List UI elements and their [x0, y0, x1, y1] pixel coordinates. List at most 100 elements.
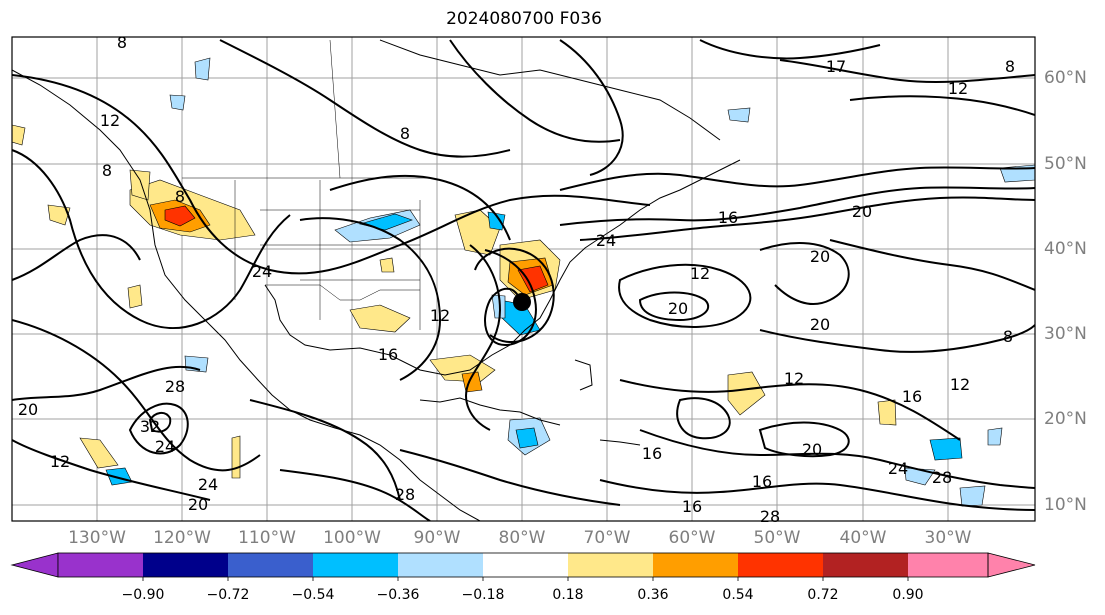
contour-label: 20 [810, 247, 830, 266]
lat-label: 30°N [1044, 324, 1087, 344]
contour-label: 12 [690, 264, 710, 283]
contour-label: 8 [175, 187, 185, 206]
lon-label: 60°W [668, 528, 716, 548]
contour-label: 16 [682, 497, 702, 516]
patch-se-us-red [517, 265, 549, 293]
colorbar-bin [398, 553, 483, 577]
lon-label: 130°W [68, 528, 126, 548]
contour-label: 20 [18, 400, 38, 419]
patch-bc [194, 57, 211, 81]
colorbar-tick-label: 0.18 [552, 587, 584, 603]
contour-label: 20 [810, 315, 830, 334]
colorbar-over [987, 552, 1036, 578]
contour-label: 12 [950, 375, 970, 394]
contours [12, 39, 1035, 521]
contour-label: 12 [430, 306, 450, 325]
contour-label: 28 [165, 377, 185, 396]
contour-label: 20 [852, 202, 872, 221]
contour-label: 24 [198, 475, 218, 494]
patch-lab [727, 107, 751, 123]
contour-label: 20 [802, 440, 822, 459]
contour-label: 12 [100, 111, 120, 130]
colorbar-tick-label: −0.18 [461, 587, 505, 603]
lon-label: 50°W [753, 528, 801, 548]
lon-label: 100°W [323, 528, 381, 548]
colorbar [10, 552, 1036, 581]
colorbar-bin [653, 553, 738, 577]
patch-e-pac-a [79, 437, 119, 469]
colorbar-bin [823, 553, 908, 577]
contour-label: 12 [784, 369, 804, 388]
lon-label: 70°W [583, 528, 631, 548]
lon-label: 90°W [413, 528, 461, 548]
contour-label: 16 [642, 444, 662, 463]
contour-label: 12 [50, 452, 70, 471]
patch-atl-e [929, 437, 963, 461]
map-title: 2024080700 F036 [446, 9, 602, 29]
colorbar-bin [483, 553, 568, 577]
contour-label: 24 [888, 459, 908, 478]
patch-coast-ak [129, 169, 151, 201]
contour-label: 8 [1005, 57, 1015, 76]
patch-yel-small [379, 257, 395, 273]
patch-atl-mid [877, 399, 897, 426]
contour-label: 28 [395, 485, 415, 504]
contour-label: 24 [252, 262, 272, 281]
lon-label: 80°W [498, 528, 546, 548]
lat-label: 20°N [1044, 409, 1087, 429]
colorbar-bin [738, 553, 823, 577]
colorbar-bin [568, 553, 653, 577]
patch-west-b [47, 204, 71, 226]
coastlines [12, 39, 741, 521]
cyclone-marker [513, 293, 531, 311]
contour-label: 20 [668, 299, 688, 318]
contour-label: 8 [400, 124, 410, 143]
patch-ne-pacific-max [164, 205, 196, 227]
colorbar-tick-label: −0.36 [376, 587, 420, 603]
contour-label: 28 [760, 507, 780, 526]
contour-label: 16 [718, 208, 738, 227]
lon-label: 30°W [924, 528, 972, 548]
colorbar-tick-label: −0.90 [121, 587, 165, 603]
contour-label: 28 [932, 468, 952, 487]
contour-label: 24 [596, 231, 616, 250]
colorbar-tick-label: 0.54 [722, 587, 754, 603]
patch-mid-atl [727, 371, 766, 416]
patch-ak [169, 94, 186, 111]
colorbar-tick-label: 0.90 [892, 587, 924, 603]
contour-label: 8 [1003, 327, 1013, 346]
contour-label: 32 [140, 417, 160, 436]
colorbar-bin [143, 553, 228, 577]
lon-label: 120°W [153, 528, 211, 548]
political-borders [182, 39, 430, 330]
patch-carib-blue [515, 427, 539, 449]
patch-tx [349, 304, 411, 333]
colorbar-bin [313, 553, 398, 577]
patch-gl-blue [487, 211, 506, 231]
contour-label: 17 [826, 57, 846, 76]
contour-label: 16 [752, 472, 772, 491]
contour-labels: 8 8 8 8 8 8 12 12 12 12 12 12 16 16 16 1… [18, 33, 1015, 526]
contour-label: 8 [102, 161, 112, 180]
contour-label: 12 [948, 79, 968, 98]
colorbar-tick-label: −0.54 [291, 587, 335, 603]
colorbar-tick-label: −0.72 [206, 587, 250, 603]
colorbar-tick-label: 0.36 [637, 587, 669, 603]
contour-label: 16 [378, 345, 398, 364]
lon-label: 40°W [839, 528, 887, 548]
patch-west-c [127, 284, 143, 309]
contour-label: 24 [155, 437, 175, 456]
contour-label: 20 [188, 495, 208, 514]
lat-label: 50°N [1044, 154, 1087, 174]
contour-label: 16 [902, 387, 922, 406]
map-frame [11, 36, 1036, 522]
lon-label: 110°W [238, 528, 296, 548]
lat-label: 60°N [1044, 68, 1087, 88]
patch-west-small [12, 124, 26, 146]
colorbar-tick-label: 0.72 [807, 587, 839, 603]
colorbar-bin [908, 553, 988, 577]
colorbar-under [10, 552, 59, 578]
lat-label: 40°N [1044, 239, 1087, 259]
colorbar-bin [58, 553, 143, 577]
